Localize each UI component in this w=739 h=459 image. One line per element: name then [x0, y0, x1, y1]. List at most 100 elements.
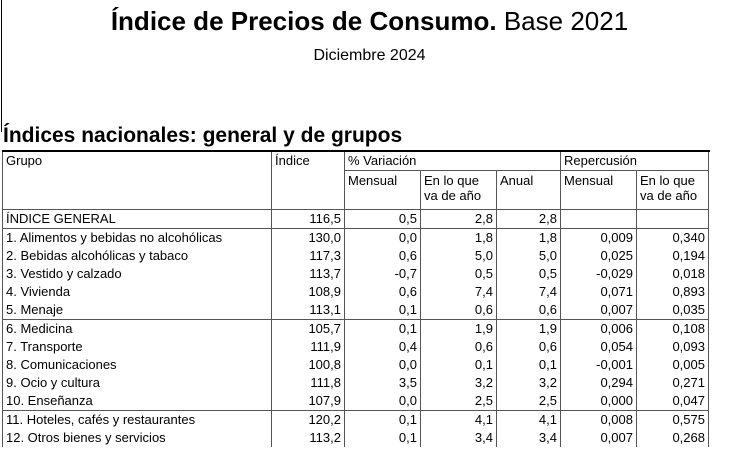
value-cell: 0,194	[636, 247, 709, 265]
table: Grupo Índice % Variación Repercusión Men…	[2, 152, 709, 447]
group-cell: 6. Medicina	[2, 319, 272, 338]
group-cell: 7. Transporte	[2, 338, 272, 356]
value-cell: 0,1	[344, 319, 421, 338]
header-cell: Mensual	[560, 170, 637, 210]
value-cell: 4,1	[420, 410, 497, 429]
value-cell: 0,268	[636, 429, 709, 447]
group-cell: 12. Otros bienes y servicios	[2, 429, 272, 447]
header-row: Mensual En lo que va de año Anual Mensua…	[2, 170, 709, 210]
value-cell: 120,2	[271, 410, 345, 429]
value-cell: 0,047	[636, 392, 709, 411]
table-row: 3. Vestido y calzado 113,7 -0,7 0,5 0,5 -0,02…	[2, 265, 709, 283]
table-row: 12. Otros bienes y servicios 113,2 0,1 3,4 3…	[2, 429, 709, 447]
value-cell: 130,0	[271, 228, 345, 247]
value-cell: 0,6	[420, 338, 497, 356]
table-row: 4. Vivienda 108,9 0,6 7,4 7,4 0,071 0,893	[2, 283, 709, 301]
header-cell: Mensual	[344, 170, 421, 210]
value-cell: 3,2	[420, 374, 497, 392]
value-cell: 0,5	[420, 265, 497, 283]
section-title: Índices nacionales: general y de grupos	[3, 124, 403, 147]
value-cell: 113,7	[271, 265, 345, 283]
value-cell: 0,294	[560, 374, 637, 392]
table-row: 9. Ocio y cultura 111,8 3,5 3,2 3,2 0,294 0,27…	[2, 374, 709, 392]
table-row: 6. Medicina 105,7 0,1 1,9 1,9 0,006 0,108	[2, 319, 709, 338]
value-cell: 3,2	[496, 374, 561, 392]
value-cell: 0,575	[636, 410, 709, 429]
value-cell: 116,5	[271, 209, 345, 229]
value-cell: -0,7	[344, 265, 421, 283]
value-cell: 0,0	[344, 392, 421, 411]
value-cell: 2,8	[420, 209, 497, 229]
value-cell: 0,6	[420, 301, 497, 320]
table-row: 5. Menaje 113,1 0,1 0,6 0,6 0,007 0,035	[2, 301, 709, 320]
table-row: 11. Hoteles, cafés y restaurantes 120,2 0,…	[2, 410, 709, 429]
value-cell: 0,6	[496, 338, 561, 356]
value-cell: 113,2	[271, 429, 345, 447]
value-cell: -0,029	[560, 265, 637, 283]
value-cell: 0,271	[636, 374, 709, 392]
table-row: ÍNDICE GENERAL 116,5 0,5 2,8 2,8	[2, 209, 709, 229]
group-cell: 1. Alimentos y bebidas no alcohólicas	[2, 228, 272, 247]
value-cell: 3,5	[344, 374, 421, 392]
value-cell: 0,006	[560, 319, 637, 338]
title-rest: Base 2021	[503, 6, 629, 36]
header-cell: En lo que va de año	[636, 170, 709, 210]
section-rule	[2, 150, 710, 152]
group-cell: 8. Comunicaciones	[2, 356, 272, 374]
group-cell: 4. Vivienda	[2, 283, 272, 301]
table-row: 7. Transporte 111,9 0,4 0,6 0,6 0,054 0,093	[2, 338, 709, 356]
value-cell	[560, 209, 637, 229]
header-cell: Índice	[271, 152, 345, 171]
value-cell: 3,4	[496, 429, 561, 447]
value-cell: 2,5	[496, 392, 561, 411]
value-cell: 5,0	[496, 247, 561, 265]
value-cell: 0,054	[560, 338, 637, 356]
value-cell: 0,000	[560, 392, 637, 411]
group-cell: 9. Ocio y cultura	[2, 374, 272, 392]
table-row: 2. Bebidas alcohólicas y tabaco 117,3 0,6 5…	[2, 247, 709, 265]
value-cell: 4,1	[496, 410, 561, 429]
value-cell: -0,001	[560, 356, 637, 374]
value-cell	[636, 209, 709, 229]
value-cell: 7,4	[420, 283, 497, 301]
title: Índice de Precios de Consumo. Base 2021	[0, 6, 739, 37]
group-cell: ÍNDICE GENERAL	[2, 209, 272, 229]
value-cell: 107,9	[271, 392, 345, 411]
header-cell: Repercusión	[560, 152, 709, 171]
value-cell: 0,008	[560, 410, 637, 429]
value-cell: 0,093	[636, 338, 709, 356]
table-row: 10. Enseñanza 107,9 0,0 2,5 2,5 0,000 0,047	[2, 392, 709, 411]
value-cell: 0,1	[344, 429, 421, 447]
value-cell: 0,1	[420, 356, 497, 374]
value-cell: 0,5	[496, 265, 561, 283]
value-cell: 2,5	[420, 392, 497, 411]
header-row: Grupo Índice % Variación Repercusión	[2, 152, 709, 171]
value-cell: 0,1	[496, 356, 561, 374]
value-cell: 111,8	[271, 374, 345, 392]
value-cell: 0,007	[560, 301, 637, 320]
value-cell: 105,7	[271, 319, 345, 338]
value-cell: 0,6	[496, 301, 561, 320]
value-cell: 111,9	[271, 338, 345, 356]
value-cell: 0,4	[344, 338, 421, 356]
value-cell: 0,893	[636, 283, 709, 301]
header-cell: % Variación	[344, 152, 561, 171]
value-cell: 0,340	[636, 228, 709, 247]
value-cell: 2,8	[496, 209, 561, 229]
group-cell: 5. Menaje	[2, 301, 272, 320]
group-cell: 10. Enseñanza	[2, 392, 272, 411]
value-cell: 1,8	[420, 228, 497, 247]
value-cell: 0,6	[344, 247, 421, 265]
value-cell: 0,108	[636, 319, 709, 338]
value-cell: 0,0	[344, 228, 421, 247]
value-cell: 1,9	[420, 319, 497, 338]
header-cell: En lo que va de año	[420, 170, 497, 210]
title-bold: Índice de Precios de Consumo.	[110, 6, 497, 36]
group-cell: 3. Vestido y calzado	[2, 265, 272, 283]
value-cell: 0,5	[344, 209, 421, 229]
value-cell: 100,8	[271, 356, 345, 374]
value-cell: 0,1	[344, 301, 421, 320]
subtitle: Diciembre 2024	[313, 47, 426, 64]
header-cell: Grupo	[2, 152, 272, 171]
